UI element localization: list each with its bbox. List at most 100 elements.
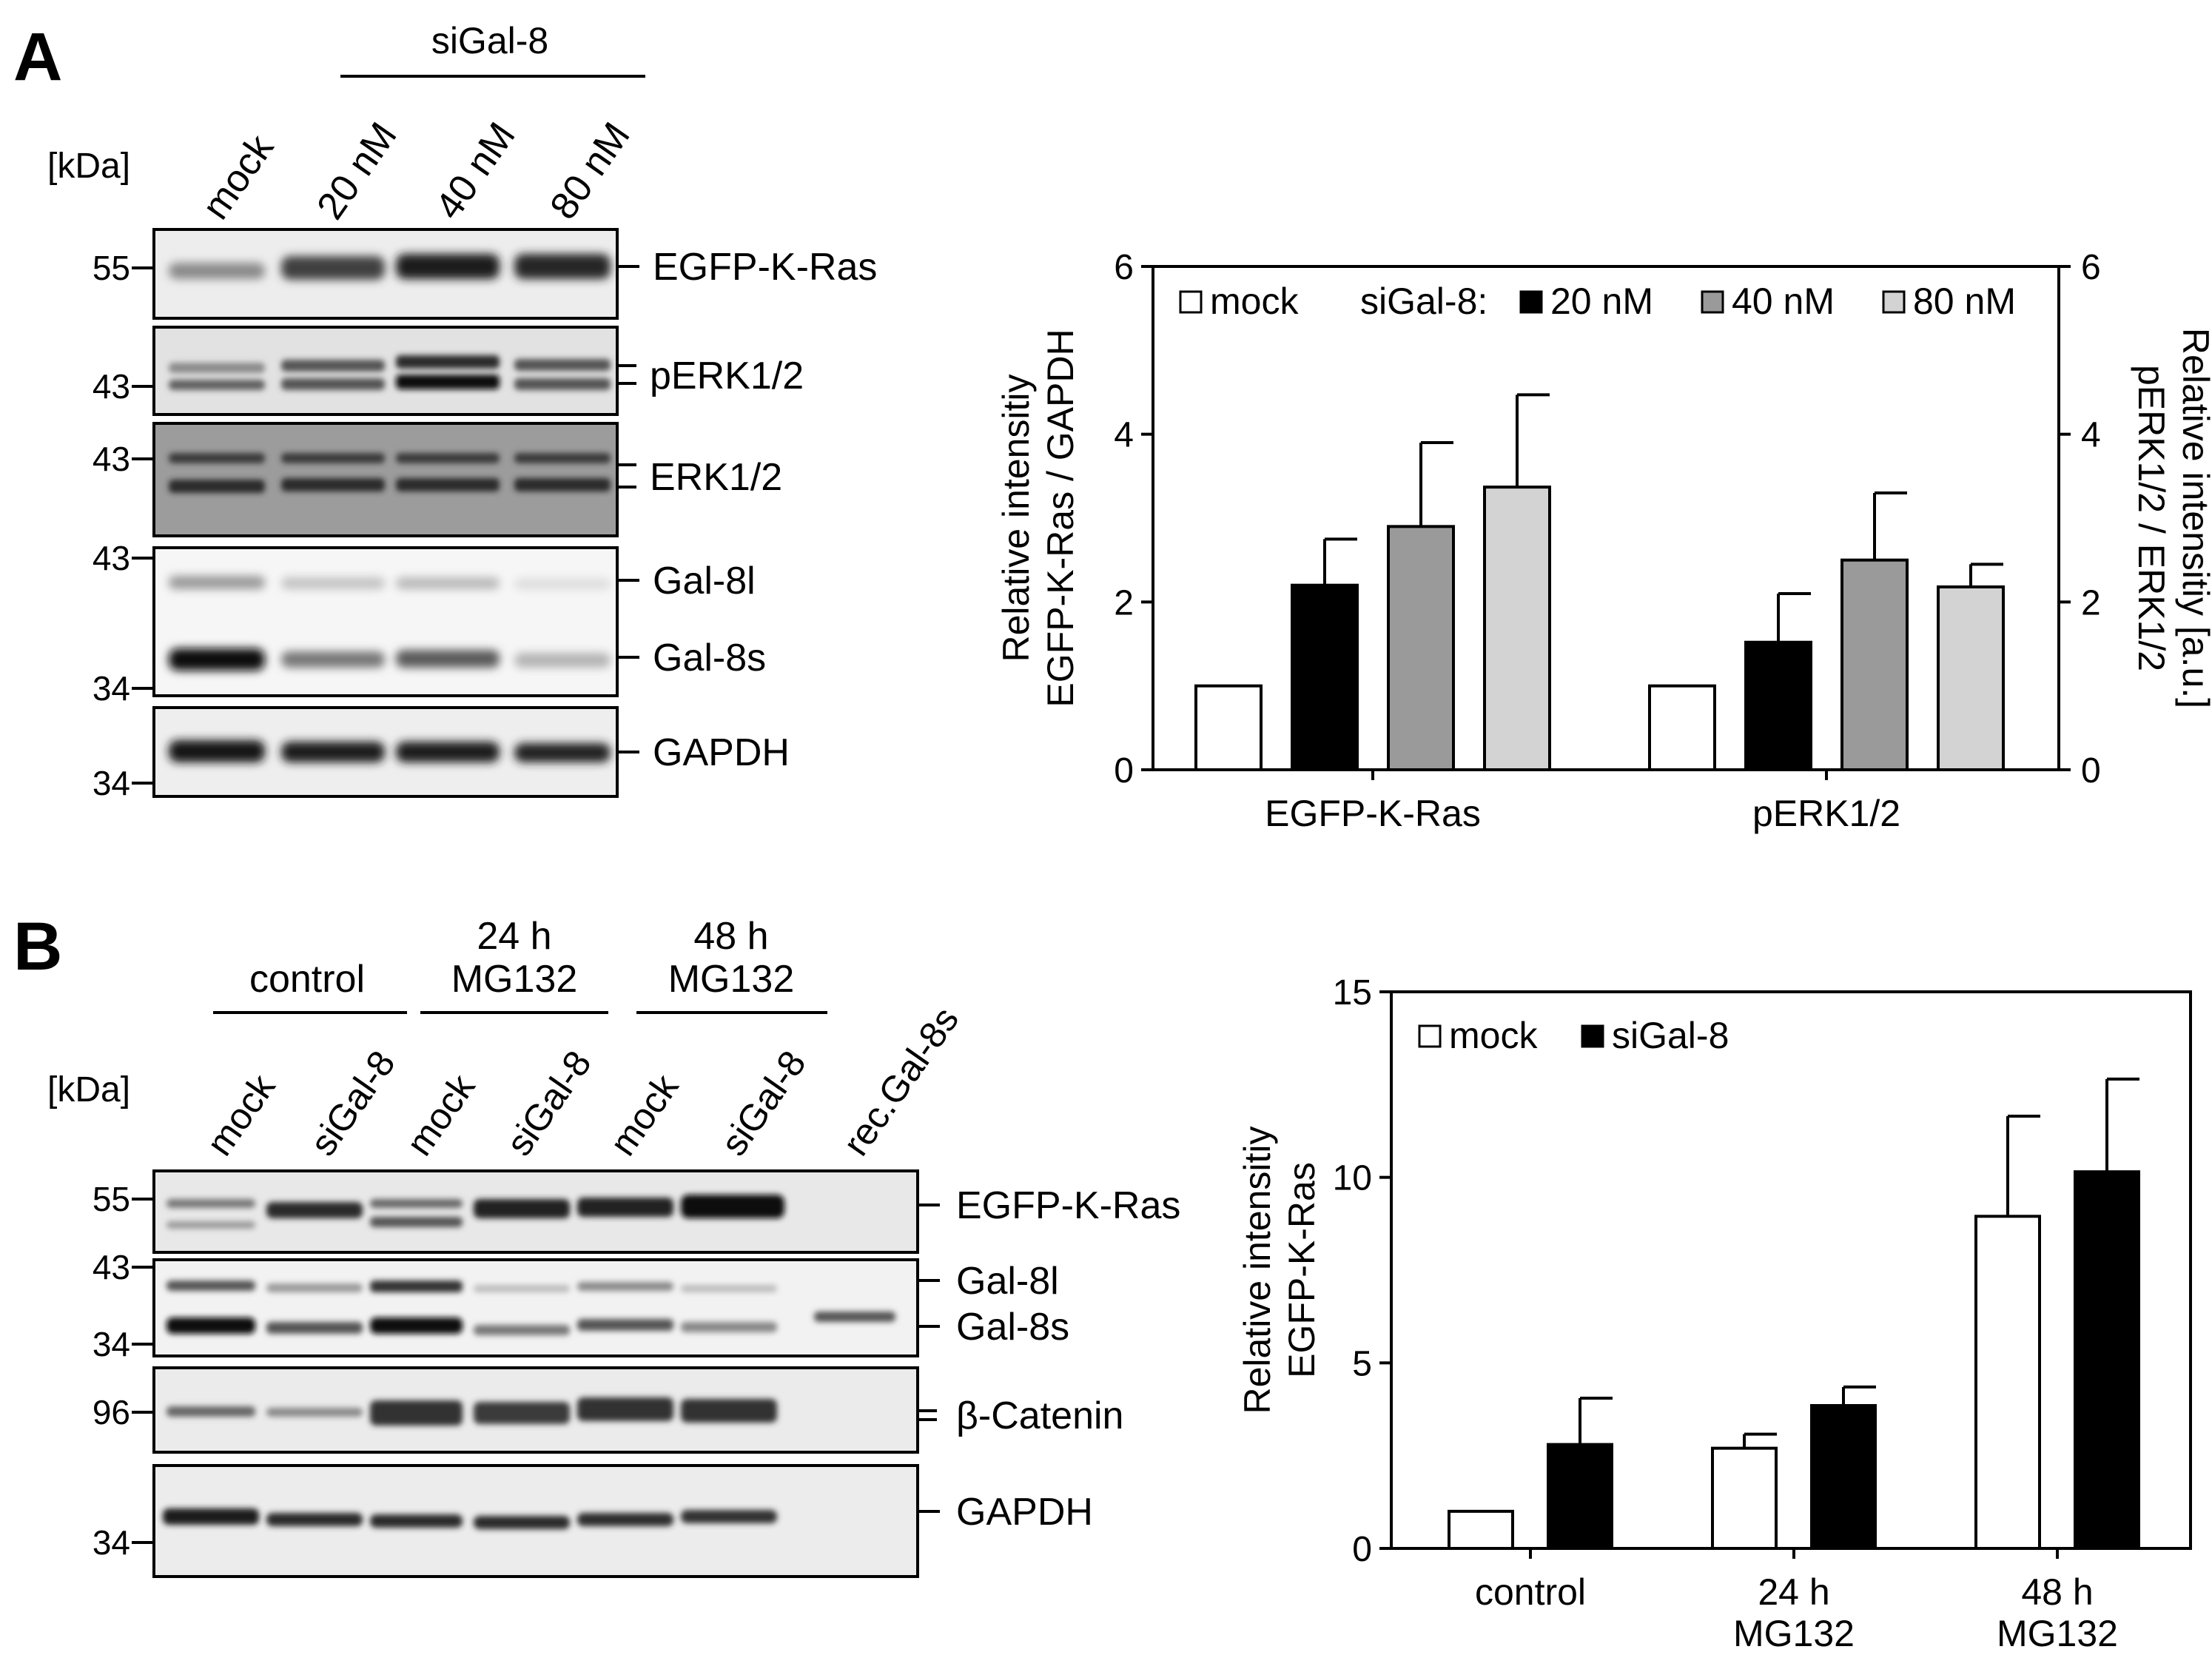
blot-strip-gapdh <box>152 706 619 798</box>
bar <box>1448 1509 1514 1551</box>
kda-marker: 34 <box>93 669 130 708</box>
bar <box>1810 1403 1877 1551</box>
plot-frame <box>1390 990 2192 1550</box>
bar <box>1648 684 1716 772</box>
y-axis-label-right: Relative intensitiy [a.u.] <box>2175 328 2212 708</box>
lane-label: mock <box>198 1067 283 1164</box>
legend-swatch <box>1418 1024 1442 1048</box>
x-tick-label: control <box>1475 1571 1586 1613</box>
blot-strip-gal-8 <box>152 1258 919 1357</box>
band-label: Gal-8s <box>956 1306 1069 1349</box>
x-tick-label: pERK1/2 <box>1752 793 1900 834</box>
x-tick-label: EGFP-K-Ras <box>1265 793 1481 834</box>
bar <box>1387 525 1455 771</box>
legend-swatch <box>1701 290 1724 314</box>
legend-prefix: siGal-8: <box>1360 281 1487 322</box>
y-tick-label-right: 0 <box>2081 751 2101 790</box>
band-label: Gal-8s <box>653 637 766 679</box>
lane-label: siGal-8 <box>713 1043 814 1163</box>
kda-marker: 55 <box>93 1180 130 1218</box>
band-label: pERK1/2 <box>650 355 804 397</box>
x-tick-label: 24 h <box>1758 1571 1829 1613</box>
blot-strip-egfp-k-ras <box>152 1169 919 1254</box>
kda-marker: 96 <box>93 1393 130 1431</box>
kda-label: [kDa] <box>47 147 130 186</box>
panel-a: A siGal-8 [kDa] mock 20 nM 40 nM 80 nM <box>13 19 2212 834</box>
y-tick-label-right: 6 <box>2081 248 2101 287</box>
lane-label: mock <box>398 1067 483 1164</box>
bar <box>1291 583 1359 772</box>
legend-label: mock <box>1449 1015 1538 1056</box>
legend-swatch <box>1179 290 1203 314</box>
band-label: β-Catenin <box>956 1394 1123 1437</box>
y-tick-label: 0 <box>1352 1530 1372 1569</box>
panel-b: B control 24 h MG132 48 h MG132 [kDa] mo… <box>13 909 2192 1654</box>
y-axis-label: EGFP-K-Ras / GAPDH <box>1040 329 1081 707</box>
bar <box>1483 486 1551 771</box>
blot-strip-erk <box>152 422 619 537</box>
lane-label: mock <box>194 127 282 227</box>
x-tick-label: MG132 <box>1733 1613 1855 1654</box>
group-label: MG132 <box>668 958 795 1001</box>
blot-panel-b <box>152 1169 919 1578</box>
treatment-group-label: siGal-8 <box>431 20 548 61</box>
y-axis-label: Relative intensitiy <box>995 374 1037 662</box>
lane-label: 80 nM <box>542 115 638 227</box>
blot-panel-a <box>152 228 619 798</box>
y-tick-label-right: 2 <box>2081 583 2101 622</box>
blot-strip-egfp-k-ras <box>152 228 619 320</box>
lane-label: siGal-8 <box>498 1043 599 1163</box>
band-label: GAPDH <box>653 731 790 774</box>
band-label: EGFP-K-Ras <box>956 1184 1180 1227</box>
legend-label: 20 nM <box>1550 281 1653 322</box>
legend-label: 40 nM <box>1732 281 1835 322</box>
bar <box>1547 1443 1613 1551</box>
group-label: 24 h <box>477 915 551 958</box>
y-tick-label: 0 <box>1114 751 1134 790</box>
y-axis-label-right: pERK1/2 / ERK1/2 <box>2131 365 2172 671</box>
y-tick-label: 5 <box>1352 1344 1372 1383</box>
kda-marker: 34 <box>93 1325 130 1363</box>
y-tick-label: 15 <box>1333 973 1372 1013</box>
lane-label: 20 nM <box>309 115 405 227</box>
legend-label: 80 nM <box>1913 281 2016 322</box>
lane-label: 40 nM <box>427 115 523 227</box>
blot-strip-gal-8 <box>152 546 619 697</box>
x-tick-label: MG132 <box>1997 1613 2118 1654</box>
group-label: control <box>249 958 365 1001</box>
chart-a: 0 0 2 2 4 4 6 6 EGFP-K-Ras pERK1/2 Relative intens… <box>995 248 2212 834</box>
bar <box>1974 1215 2041 1550</box>
legend-swatch <box>1882 290 1906 314</box>
legend-label: mock <box>1210 281 1299 322</box>
y-tick-label: 10 <box>1333 1159 1372 1198</box>
legend-label: siGal-8 <box>1612 1015 1729 1056</box>
kda-marker: 43 <box>93 1248 130 1286</box>
kda-marker: 43 <box>93 539 130 577</box>
band-label: Gal-8l <box>956 1260 1059 1303</box>
blot-strip-gapdh <box>152 1464 919 1578</box>
y-tick-label-right: 4 <box>2081 416 2101 455</box>
y-tick-label: 4 <box>1114 416 1134 455</box>
band-label: Gal-8l <box>653 560 756 602</box>
band-label: ERK1/2 <box>650 456 782 499</box>
panel-letter-b: B <box>13 909 62 984</box>
lane-label: mock <box>602 1067 687 1164</box>
lane-label: rec.Gal-8s <box>835 999 967 1163</box>
kda-label: [kDa] <box>47 1070 130 1110</box>
bar <box>2074 1170 2140 1550</box>
band-label: EGFP-K-Ras <box>653 246 877 289</box>
bar <box>1744 640 1812 771</box>
x-tick-label: 48 h <box>2021 1571 2093 1613</box>
bar <box>1937 585 2005 772</box>
panel-letter-a: A <box>13 19 62 95</box>
group-label: 48 h <box>693 915 768 958</box>
y-tick-label: 2 <box>1114 583 1134 622</box>
legend-swatch <box>1519 290 1543 314</box>
y-tick-label: 6 <box>1114 248 1134 287</box>
bar <box>1711 1446 1778 1551</box>
blot-strip-beta-catenin <box>152 1366 919 1454</box>
y-axis-label: EGFP-K-Ras <box>1281 1162 1322 1378</box>
kda-marker: 43 <box>93 367 130 406</box>
